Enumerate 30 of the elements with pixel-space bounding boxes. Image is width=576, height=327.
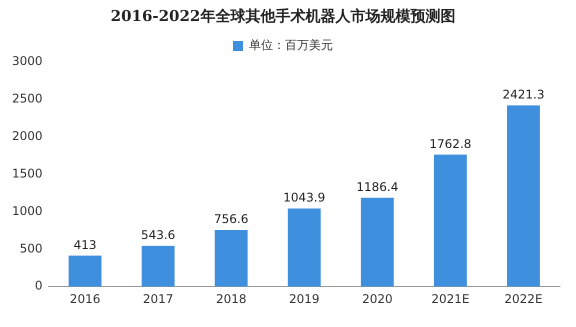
y-tick-label: 500 <box>20 241 43 256</box>
x-tick-label: 2020 <box>362 292 393 306</box>
bar <box>288 208 321 287</box>
bar <box>360 198 394 287</box>
y-tick-label: 3000 <box>12 54 43 68</box>
data-label: 1186.4 <box>356 180 398 194</box>
x-tick-label: 2019 <box>288 292 320 306</box>
x-tick-label: 2017 <box>142 292 174 306</box>
bar <box>434 154 467 287</box>
y-tick-label: 2500 <box>12 92 43 106</box>
chart-title: 2016-2022年全球其他手术机器人市场规模预测图 <box>110 6 456 25</box>
data-label: 2421.3 <box>502 87 544 102</box>
data-label: 1762.8 <box>429 136 472 151</box>
data-label: 413 <box>74 238 97 252</box>
bar <box>142 246 175 287</box>
x-tick-label: 2021E <box>431 292 470 306</box>
data-label: 756.6 <box>214 212 248 226</box>
y-tick-label: 1500 <box>12 166 43 180</box>
bar <box>68 256 102 287</box>
x-tick-label: 2018 <box>216 292 246 306</box>
y-tick-label: 0 <box>34 278 43 293</box>
x-tick-label: 2022E <box>504 292 543 306</box>
legend-label: 单位：百万美元 <box>249 38 333 52</box>
data-label: 543.6 <box>140 228 176 242</box>
bar <box>507 105 540 287</box>
x-tick-label: 2016 <box>70 292 100 306</box>
data-label: 1043.9 <box>283 190 326 205</box>
y-tick-label: 2000 <box>12 128 43 143</box>
bar <box>214 230 248 287</box>
y-tick-label: 1000 <box>12 204 43 218</box>
